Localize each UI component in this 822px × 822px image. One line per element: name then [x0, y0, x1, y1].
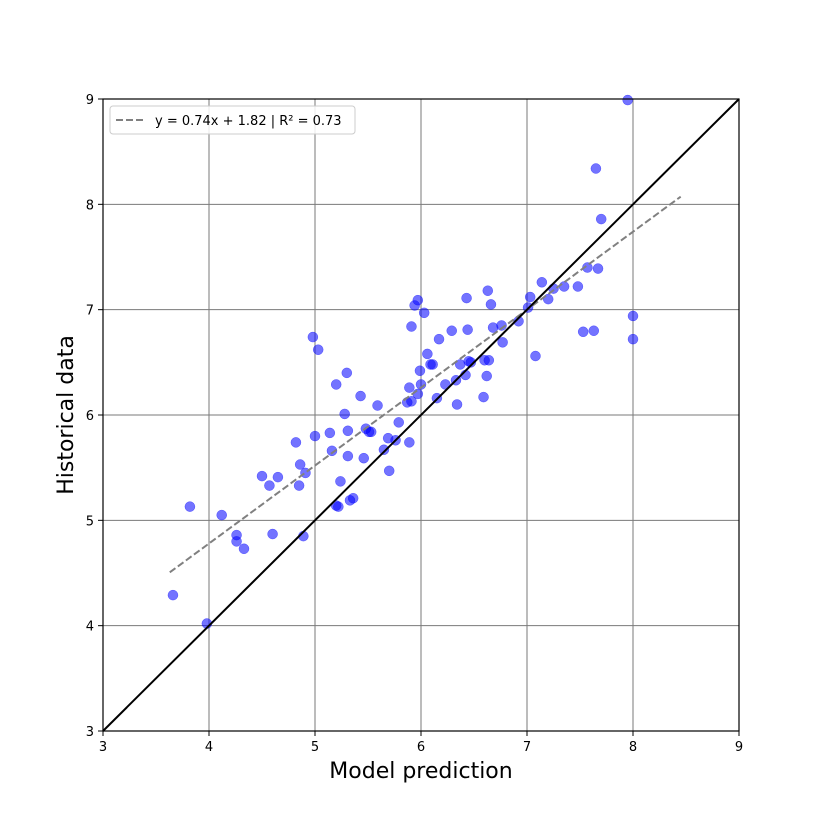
data-point	[372, 400, 383, 411]
data-point	[446, 325, 457, 336]
data-point	[341, 367, 353, 379]
y-tick-label: 5	[86, 514, 94, 529]
data-point	[365, 426, 377, 438]
y-tick-label: 8	[86, 198, 94, 213]
data-point	[577, 326, 589, 338]
data-point	[290, 437, 302, 448]
x-tick-label: 9	[735, 740, 743, 755]
x-tick-label: 6	[417, 740, 425, 755]
x-tick-label: 8	[629, 740, 637, 755]
data-point	[485, 299, 497, 310]
data-point	[307, 331, 319, 343]
data-point	[481, 370, 492, 382]
data-point	[482, 285, 494, 296]
data-point	[406, 396, 417, 407]
data-point	[530, 350, 541, 362]
data-point	[256, 470, 268, 482]
data-point	[433, 333, 445, 345]
data-point	[536, 277, 548, 288]
data-point	[184, 501, 196, 512]
legend: y = 0.74x + 1.82 | R² = 0.73	[109, 105, 356, 135]
data-point	[309, 430, 321, 442]
data-point	[465, 357, 477, 368]
x-tick-label: 5	[311, 740, 319, 755]
data-point	[572, 281, 584, 292]
data-point	[406, 321, 417, 332]
data-point	[483, 354, 495, 366]
y-axis-ticks: 3 4 5 6 7 8 9	[86, 93, 103, 740]
y-tick-label: 9	[86, 93, 94, 108]
data-point	[312, 344, 324, 355]
data-point	[324, 427, 336, 439]
data-point	[496, 320, 507, 331]
data-point	[427, 359, 438, 370]
data-point	[339, 408, 350, 420]
data-point	[414, 365, 426, 377]
data-point	[582, 262, 593, 273]
x-axis-label: Model prediction	[329, 759, 512, 784]
y-tick-label: 7	[86, 304, 94, 319]
data-point	[524, 291, 536, 303]
data-point	[404, 437, 415, 448]
x-tick-label: 7	[523, 740, 531, 755]
y-tick-label: 6	[86, 409, 94, 424]
data-point	[335, 476, 346, 487]
data-point	[342, 450, 354, 462]
y-tick-label: 4	[86, 620, 94, 635]
data-point	[216, 509, 227, 521]
y-axis-label: Historical data	[54, 335, 79, 495]
data-point	[272, 471, 284, 483]
data-point	[451, 399, 463, 410]
data-point	[293, 480, 305, 491]
data-point	[231, 536, 242, 547]
data-point	[627, 310, 639, 322]
data-point	[355, 390, 366, 402]
data-point	[595, 213, 607, 225]
data-point	[461, 292, 472, 304]
data-point	[294, 459, 306, 470]
data-point	[393, 417, 404, 428]
data-point	[330, 379, 342, 390]
data-point	[478, 391, 489, 403]
data-point	[264, 480, 275, 491]
data-point	[588, 325, 600, 336]
data-point	[590, 163, 602, 174]
data-point	[167, 589, 179, 601]
legend-label: y = 0.74x + 1.82 | R² = 0.73	[155, 114, 342, 129]
data-point	[412, 294, 424, 306]
data-point	[622, 94, 633, 106]
identity-line	[102, 98, 740, 732]
legend-box	[109, 105, 356, 135]
data-point	[497, 337, 508, 348]
data-point	[238, 543, 250, 555]
data-point	[267, 528, 278, 540]
y-tick-label: 3	[86, 725, 94, 740]
data-point	[627, 333, 639, 345]
data-point	[358, 452, 370, 464]
data-point	[592, 263, 604, 274]
data-point	[326, 445, 338, 457]
x-tick-label: 3	[99, 740, 107, 755]
data-point	[333, 501, 344, 512]
data-point	[383, 465, 395, 477]
data-point	[412, 388, 424, 400]
data-point	[418, 307, 430, 319]
x-tick-label: 4	[205, 740, 213, 755]
data-point	[378, 444, 390, 456]
data-point	[462, 324, 473, 335]
fit-line	[169, 195, 682, 574]
x-axis-ticks: 3 4 5 6 7 8 9	[99, 731, 743, 755]
data-point	[404, 382, 415, 393]
data-point	[558, 281, 570, 292]
data-point	[342, 425, 354, 437]
data-point	[422, 348, 433, 360]
data-point	[347, 492, 359, 504]
